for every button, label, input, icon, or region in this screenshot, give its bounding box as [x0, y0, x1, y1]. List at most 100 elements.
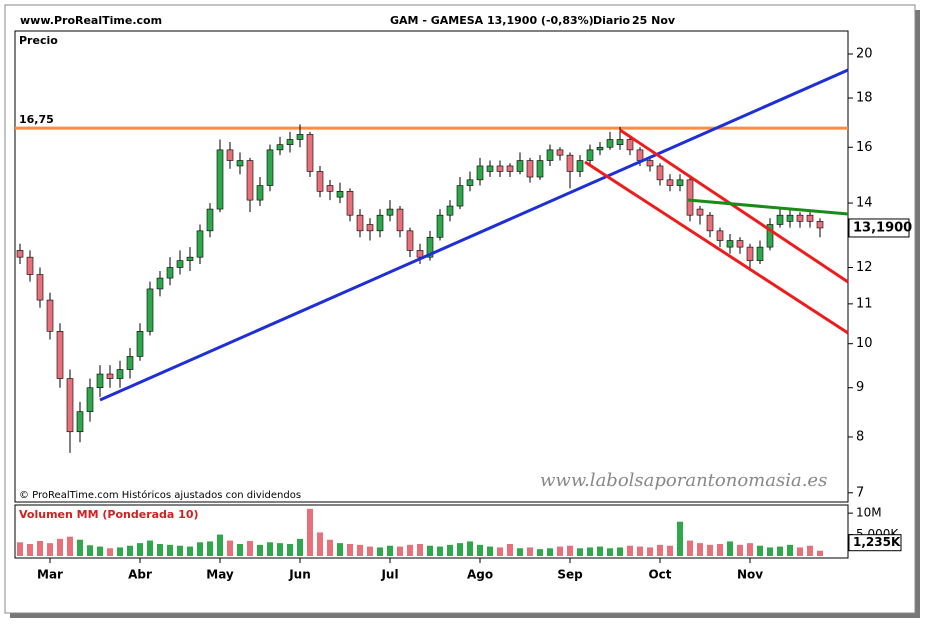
volume-bar [187, 546, 193, 556]
volume-bar [117, 547, 123, 556]
candle-body [646, 160, 654, 167]
trendline [687, 198, 849, 216]
candle-body [356, 214, 364, 232]
candle-body [336, 190, 344, 198]
period: Diario [593, 14, 631, 27]
volume-bar [567, 545, 573, 556]
volume-bar [797, 547, 803, 556]
volume-bar [657, 544, 663, 556]
volume-bar [17, 542, 23, 556]
candle-body [786, 214, 794, 222]
volume-bar [357, 544, 363, 556]
volume-bar [257, 544, 263, 556]
candle-body [16, 250, 24, 258]
candle-body [626, 139, 634, 151]
candle-body [226, 149, 234, 161]
candle-body [816, 221, 824, 229]
volume-bar [597, 546, 603, 556]
volume-bar [177, 545, 183, 556]
volume-bar [277, 543, 283, 556]
candle-body [76, 411, 84, 433]
candle-body [576, 160, 584, 172]
volume-bar [577, 548, 583, 556]
date: 25 Nov [632, 14, 676, 27]
volume-bar [247, 541, 253, 556]
volume-bar [587, 547, 593, 556]
candle-body [206, 208, 214, 232]
volume-bar [137, 543, 143, 556]
x-tick-label: Mar [37, 568, 63, 582]
last-price-box [848, 218, 910, 238]
y-tick-label: 7 [856, 485, 864, 500]
volume-bar [687, 540, 693, 556]
candle-body [766, 224, 774, 248]
volume-bar [67, 536, 73, 556]
x-tick-label: Nov [737, 568, 763, 582]
volume-bar [697, 543, 703, 556]
volume-bar [47, 543, 53, 556]
volume-bar [537, 549, 543, 556]
candle-body [506, 165, 514, 172]
candle-body [326, 185, 334, 192]
candle-body [676, 179, 684, 186]
candle-body [666, 179, 674, 186]
candle-body [26, 256, 34, 275]
volume-bar [447, 544, 453, 556]
volume-bar [717, 544, 723, 556]
candle-body [696, 208, 704, 216]
volume-bar [767, 547, 773, 556]
candle-body [146, 288, 154, 332]
volume-label: Volumen MM (Ponderada 10) [19, 508, 199, 521]
candle-body [256, 185, 264, 201]
copyright: © ProRealTime.com Históricos ajustados c… [19, 489, 301, 501]
volume-bar [37, 541, 43, 556]
y-tick-label: 16 [856, 140, 873, 155]
volume-bar [327, 539, 333, 556]
candle-body [346, 190, 354, 216]
candle-body [516, 160, 524, 172]
candle-body [456, 185, 464, 207]
candle-body [426, 236, 434, 258]
last-volume-label: 1,235K [853, 535, 901, 549]
x-tick-label: Sep [557, 568, 583, 582]
volume-bar [777, 546, 783, 556]
trendline [619, 128, 849, 284]
volume-bar [377, 547, 383, 556]
candle-body [476, 165, 484, 181]
volume-bar [817, 550, 823, 556]
candle-body [746, 246, 754, 261]
candle-body [586, 149, 594, 161]
y-tick-label: 14 [856, 196, 873, 211]
site: www.ProRealTime.com [20, 14, 162, 27]
y-tick-label: 18 [856, 91, 873, 106]
volume-bar [747, 543, 753, 556]
candle-body [286, 139, 294, 145]
reference-label: 16,75 [19, 113, 54, 126]
candle-body [606, 139, 614, 148]
candle-body [216, 149, 224, 210]
candle-body [716, 230, 724, 241]
volume-bar [737, 544, 743, 556]
candle-body [306, 134, 314, 172]
volume-bar [757, 545, 763, 556]
candle-body [236, 160, 244, 167]
candle-body [806, 214, 814, 222]
candle-body [776, 214, 784, 225]
volume-bar [237, 544, 243, 556]
candle-body [686, 179, 694, 216]
volume-bar [487, 546, 493, 556]
ticker: GAM - GAMESA [390, 14, 484, 27]
volume-bar [557, 546, 563, 556]
candle-body [86, 387, 94, 412]
volume-bar [677, 521, 683, 556]
candle-body [636, 149, 644, 161]
y-tick-label: 10M [856, 506, 882, 520]
candle-body [406, 230, 414, 251]
candle-body [266, 149, 274, 186]
volume-bar [157, 544, 163, 556]
candle-body [276, 144, 284, 151]
candle-body [496, 165, 504, 172]
candle-body [486, 165, 494, 172]
candle-body [566, 154, 574, 172]
